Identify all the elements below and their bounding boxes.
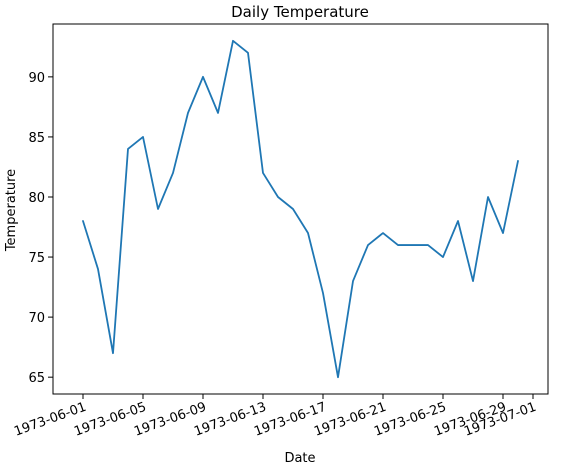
y-axis-label: Temperature: [4, 169, 19, 252]
y-tick-label: 70: [28, 311, 45, 326]
series-line-0: [82, 39, 519, 379]
y-tick-label: 90: [28, 71, 45, 86]
y-tick-label: 85: [28, 131, 45, 146]
x-axis-label: Date: [284, 451, 315, 466]
plot-area: 6570758085901973-06-011973-06-051973-06-…: [12, 23, 549, 440]
y-tick-label: 65: [28, 371, 45, 386]
chart-title: Daily Temperature: [231, 3, 369, 21]
y-tick-label: 75: [28, 251, 45, 266]
y-tick-label: 80: [28, 191, 45, 206]
plot-frame: [52, 23, 549, 395]
